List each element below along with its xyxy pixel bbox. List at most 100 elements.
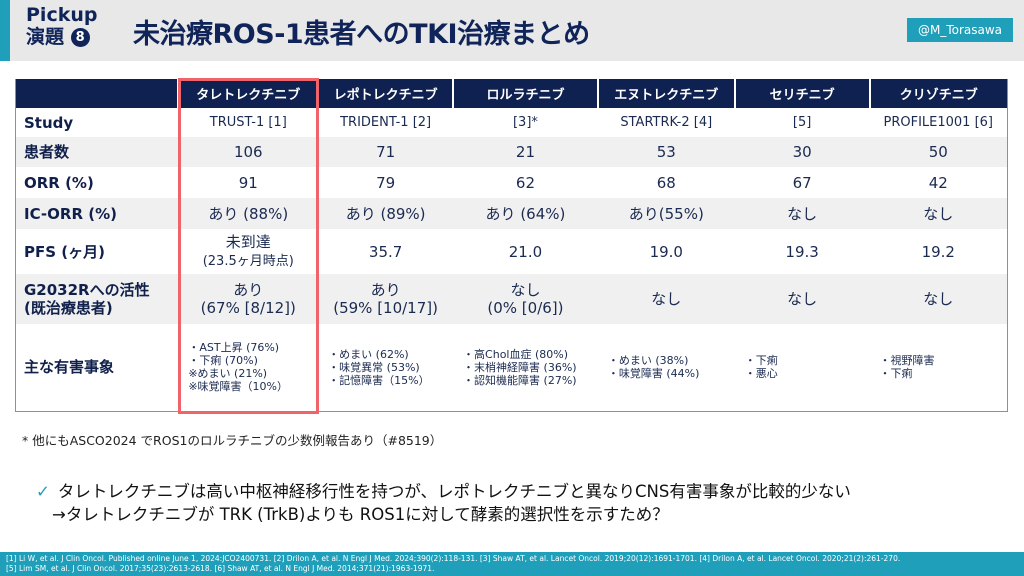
header-bar: [0, 0, 1024, 61]
ae-item: ※めまい (21%): [188, 367, 268, 381]
ae-item: ・下痢 (70%): [188, 354, 258, 368]
cell-value: あり(55%): [628, 204, 704, 223]
table-cell: [3]*: [453, 108, 598, 137]
ae-item: ・味覚異常 (53%): [328, 360, 420, 374]
cell-value: STARTRK-2 [4]: [620, 114, 713, 130]
ae-item: ・高Chol血症 (80%): [463, 347, 569, 361]
row-label-text: PFS (ヶ月): [24, 242, 105, 261]
table-cell: なし: [597, 274, 735, 324]
table-cell: 91: [178, 167, 318, 198]
pickup-label: Pickup 演題 8: [26, 4, 97, 48]
column-header: タレトレクチニブ: [177, 79, 319, 108]
cell-value: あり (89%): [345, 204, 426, 223]
table-row: Study TRUST-1 [1] TRIDENT-1 [2] [3]* STARTRK…: [16, 108, 1008, 137]
cell-value: 21.0: [508, 242, 543, 261]
cell-value: 未到達: [225, 233, 271, 252]
row-label-text: IC-ORR (%): [24, 204, 117, 223]
cell-value: 106: [233, 143, 263, 161]
table-cell: 21: [453, 137, 598, 167]
cell-value: TRIDENT-1 [2]: [340, 114, 432, 130]
table-row: 患者数 106 71 21 53 30 50: [15, 137, 1008, 167]
table-cell: 71: [318, 137, 454, 167]
key-message: ✓ タレトレクチニブは高い中枢神経移行性を持つが、レポトレクチニブと異なりCNS有…: [36, 480, 851, 526]
cell-value: 21: [515, 143, 535, 161]
cell-value: [3]*: [512, 114, 538, 130]
row-label: Study: [16, 108, 179, 137]
table-cell: 79: [318, 167, 453, 198]
cell-value: なし: [651, 290, 682, 308]
ae-item: ・AST上昇 (76%): [188, 341, 280, 355]
check-icon: ✓: [36, 482, 50, 501]
table-cell: 50: [869, 137, 1008, 167]
table-row: G2032Rへの活性 (既治療患者) あり (67% [8/12]) あり (59% [1…: [15, 274, 1008, 324]
message-line1: タレトレクチニブは高い中枢神経移行性を持つが、レポトレクチニブと異なりCNS有害…: [57, 482, 851, 501]
cell-value: 53: [656, 143, 676, 161]
table-cell: 30: [734, 137, 870, 167]
references: [1] Li W, et al. J Clin Oncol. Published…: [0, 552, 1024, 576]
pickup-text: Pickup: [26, 4, 98, 26]
cell-value: 19.0: [649, 242, 683, 261]
ae-item: ・認知機能障害 (27%): [463, 373, 577, 387]
footnote: * 他にもASCO2024 でROS1のロルラチニブの少数例報告あり（#8519…: [22, 433, 443, 448]
adverse-events-cell: ・めまい (38%) ・味覚障害 (44%): [598, 324, 735, 411]
ref-line1: [1] Li W, et al. J Clin Oncol. Published…: [6, 554, 901, 563]
highlight-box: [178, 78, 319, 414]
cell-value: なし: [923, 204, 954, 223]
table-row: IC-ORR (%) あり (88%) あり (89%) あり (64%) あり(55%…: [15, 198, 1008, 229]
table-cell: TRUST-1 [1]: [178, 108, 318, 137]
table-cell: あり (59% [10/17]): [318, 274, 454, 324]
cell-value: 19.2: [921, 242, 955, 261]
cell-value: あり (88%): [208, 204, 289, 223]
table-cell: [5]: [735, 108, 870, 137]
row-label: G2032Rへの活性 (既治療患者): [15, 274, 179, 324]
column-header: クリゾチニブ: [868, 79, 1008, 108]
cell-sub: (23.5ヶ月時点): [202, 254, 294, 270]
cell-value: あり: [370, 281, 401, 299]
table-cell: あり (89%): [318, 198, 454, 229]
column-header: [15, 79, 179, 108]
cell-value: TRUST-1 [1]: [209, 114, 287, 130]
column-header: セリチニブ: [733, 79, 870, 108]
table-cell: 19.3: [735, 229, 870, 274]
cell-value: 62: [515, 173, 535, 192]
cell-value: 50: [928, 143, 948, 161]
row-label-text: ORR (%): [24, 173, 94, 192]
row-label-text: Study: [24, 113, 74, 132]
cell-value: 68: [656, 173, 676, 192]
ae-item: ・記憶障害（15%）: [328, 373, 430, 387]
cell-value: なし: [510, 281, 541, 299]
page-title: 未治療ROS-1患者へのTKI治療まとめ: [133, 19, 590, 50]
cell-sub: (0% [0/6]): [487, 299, 564, 317]
row-label-text: G2032Rへの活性: [24, 281, 150, 299]
cell-value: 79: [376, 173, 396, 192]
table-cell: 62: [453, 167, 598, 198]
table-cell: 68: [598, 167, 735, 198]
table-cell: なし (0% [0/6]): [453, 274, 598, 324]
table-row: PFS (ヶ月) 未到達 (23.5ヶ月時点) 35.7 21.0 19.0 19.3 19.…: [16, 229, 1008, 274]
header-accent: [0, 0, 10, 61]
table-cell: 53: [597, 137, 735, 167]
cell-value: 67: [792, 173, 812, 192]
ae-item: ・下痢: [744, 354, 778, 368]
table-cell: あり (64%): [453, 198, 598, 229]
row-label: PFS (ヶ月): [16, 229, 179, 274]
row-label: ORR (%): [16, 167, 179, 198]
table-cell: 21.0: [453, 229, 598, 274]
cell-value: 71: [376, 143, 396, 161]
row-label: 主な有害事象: [16, 324, 179, 411]
adverse-events-cell: ・高Chol血症 (80%) ・末梢神経障害 (36%) ・認知機能障害 (27%): [453, 324, 598, 411]
cell-value: PROFILE1001 [6]: [883, 114, 994, 130]
table-cell: 未到達 (23.5ヶ月時点): [178, 229, 318, 274]
table-row: 主な有害事象 ・AST上昇 (76%) ・下痢 (70%) ※めまい (21%) ※味覚…: [16, 324, 1008, 411]
ae-item: ・末梢神経障害 (36%): [463, 360, 577, 374]
ae-item: ・下痢: [879, 367, 913, 381]
column-header: ロルラチニブ: [452, 79, 598, 108]
adverse-events-cell: ・下痢 ・悪心: [735, 324, 870, 411]
cell-value: 30: [792, 143, 812, 161]
comparison-table: タレトレクチニブ レポトレクチニブ ロルラチニブ エヌトレクチニブ セリチニブ クリゾチニ…: [15, 79, 1008, 412]
ref-line2: [5] Lim SM, et al. J Clin Oncol. 2017;35…: [6, 564, 435, 573]
table-cell: 19.2: [870, 229, 1008, 274]
table-cell: TRIDENT-1 [2]: [318, 108, 453, 137]
table-cell: なし: [869, 198, 1008, 229]
table-cell: あり(55%): [597, 198, 735, 229]
